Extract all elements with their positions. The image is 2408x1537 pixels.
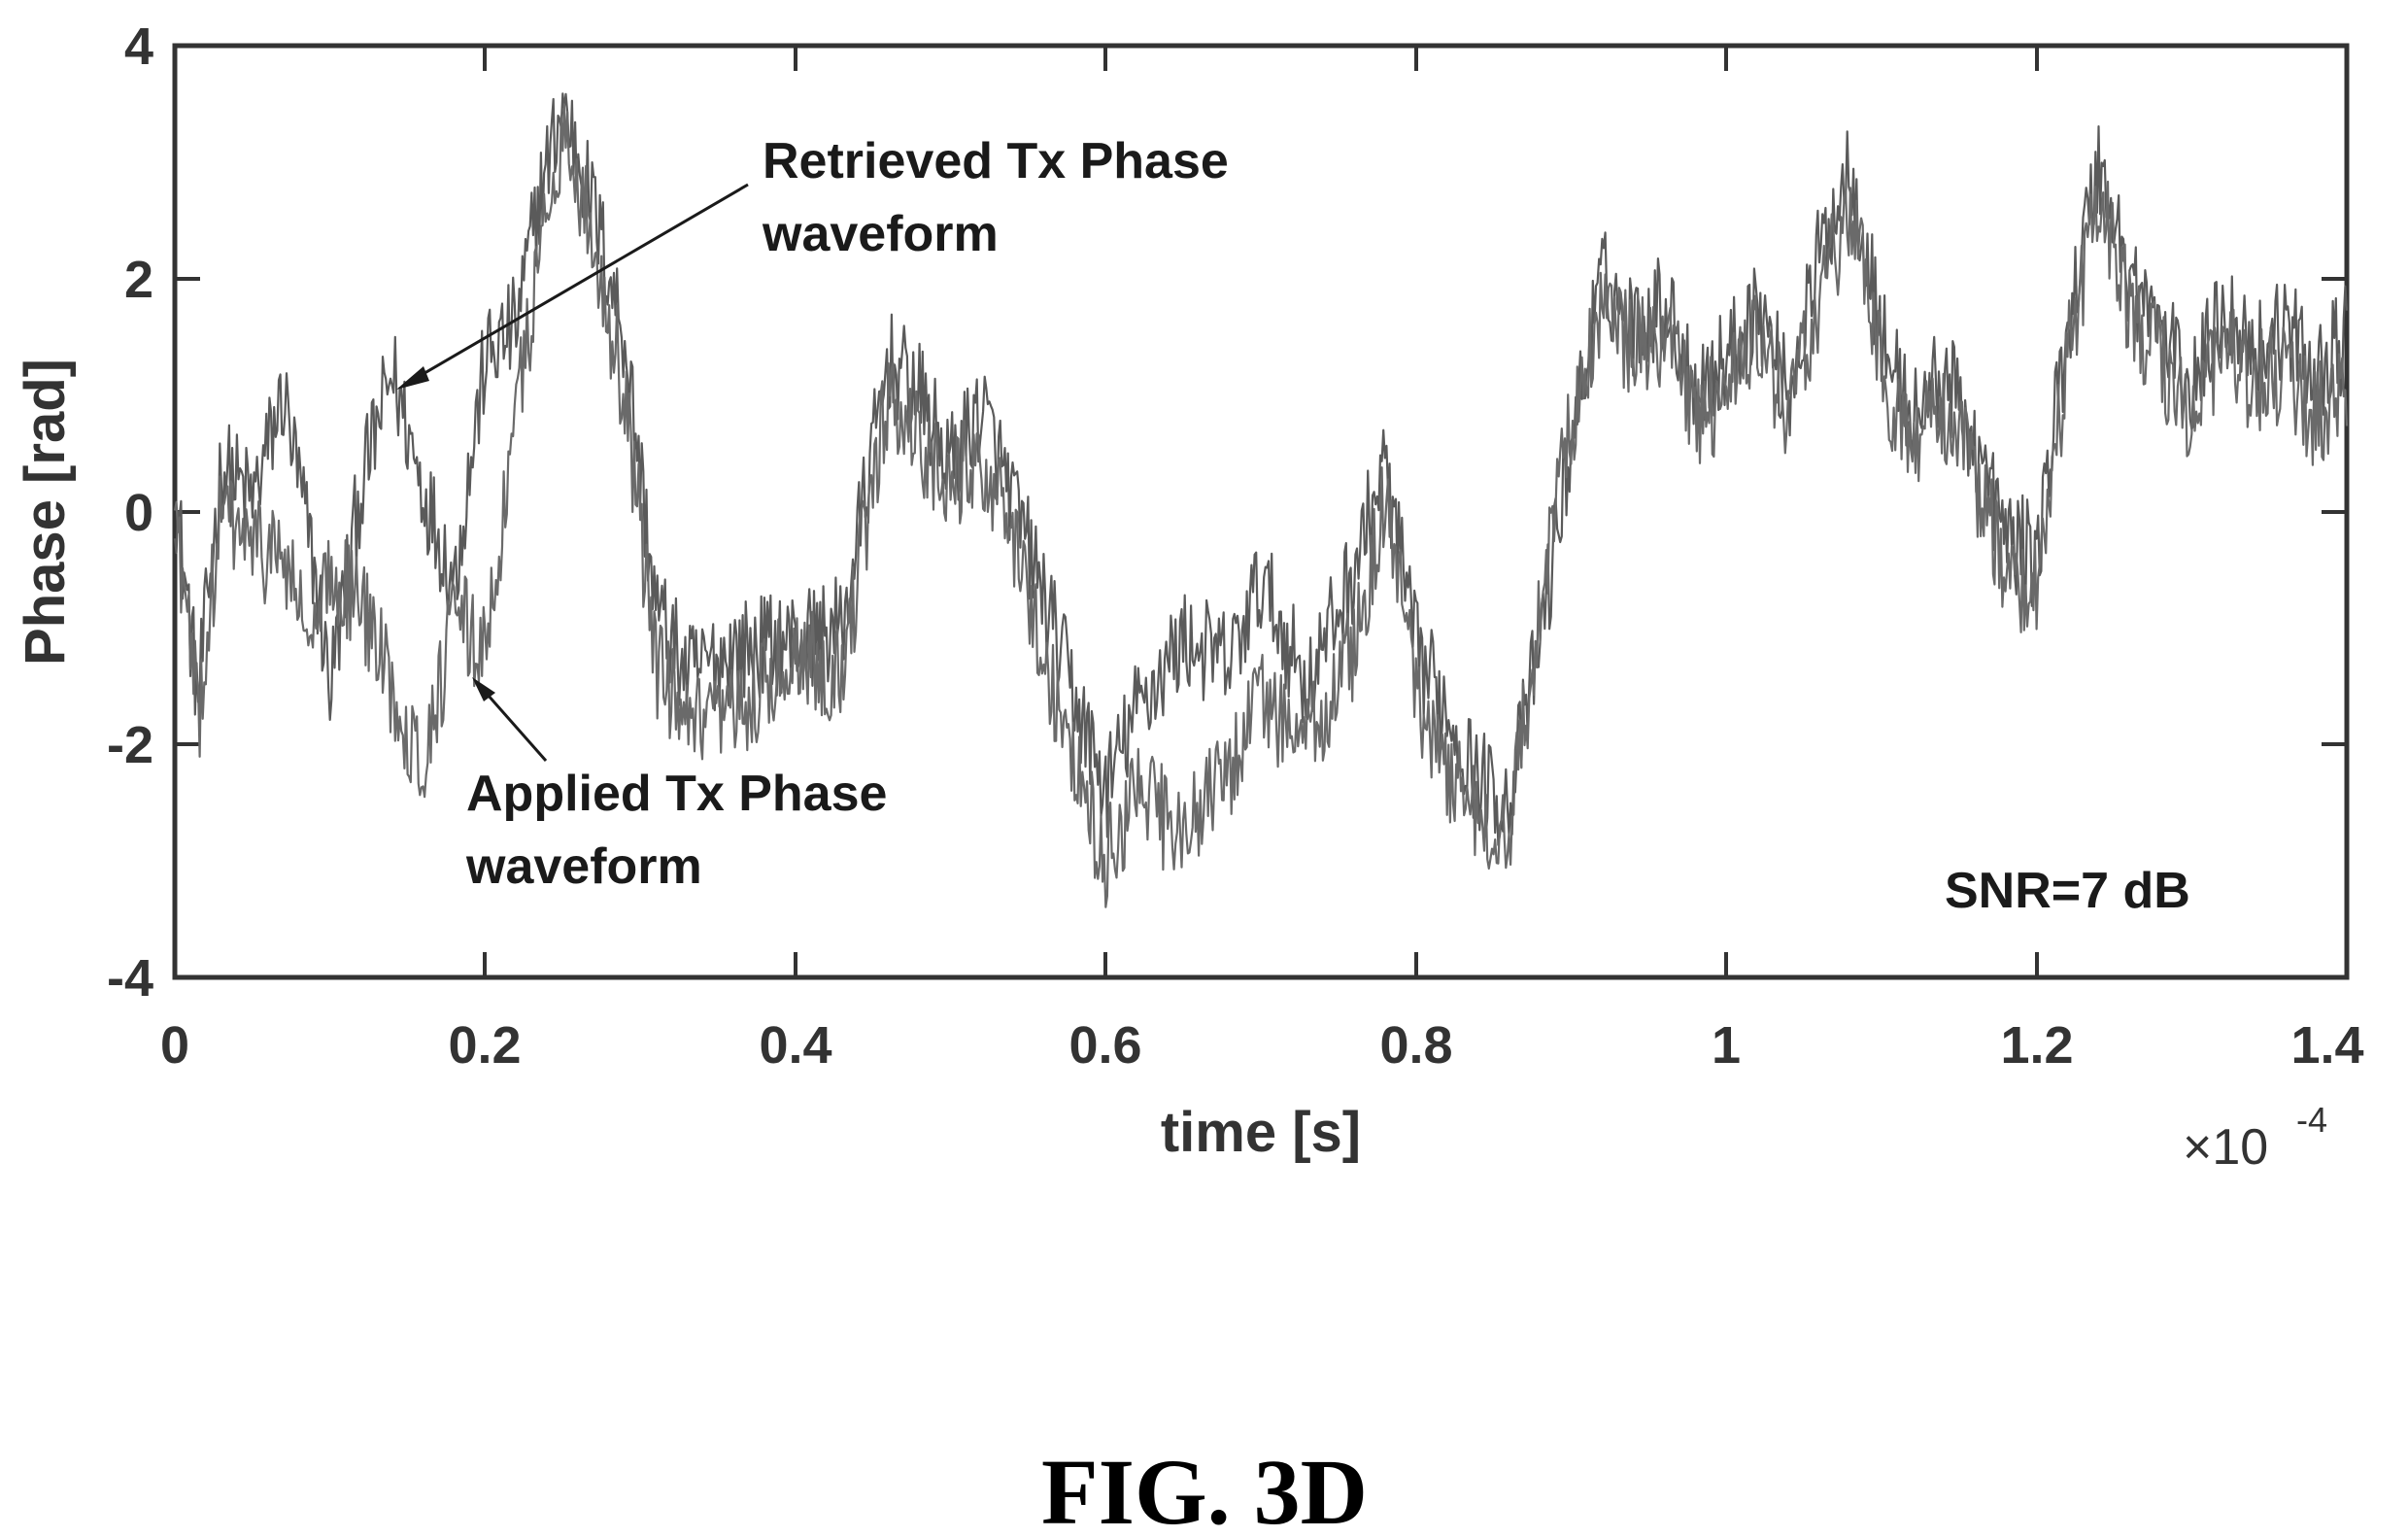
series-line-applied: [173, 103, 2349, 908]
series-line-retrieved: [173, 92, 2349, 846]
x-tick-label: 1.2: [2000, 1016, 2073, 1075]
x-multiplier-exponent: -4: [2296, 1100, 2327, 1140]
x-multiplier: ×10: [2183, 1119, 2268, 1176]
figure-caption: FIG. 3D: [1041, 1440, 1368, 1537]
applied-arrow-head: [472, 677, 495, 701]
applied-annotation-line2: waveform: [465, 838, 702, 895]
y-tick-label: -4: [107, 949, 153, 1008]
x-tick-label: 0: [160, 1016, 189, 1075]
y-axis-label: Phase [rad]: [14, 359, 77, 666]
retrieved-annotation-line1: Retrieved Tx Phase: [763, 133, 1229, 189]
y-axis: 4 2 0 -2 -4 Phase [rad]: [14, 17, 2347, 1008]
y-tick-label: 2: [124, 251, 153, 309]
x-tick-label: 0.4: [759, 1016, 831, 1075]
x-tick-label: 1.4: [2290, 1016, 2363, 1075]
x-axis: 0 0.2 0.4 0.6 0.8 1 1.2 1.4 time [s] ×10…: [160, 46, 2364, 1176]
x-tick-label: 1: [1712, 1016, 1741, 1075]
y-tick-label: 4: [124, 17, 153, 76]
retrieved-arrow-line: [407, 183, 749, 385]
annotations: Retrieved Tx Phase waveform Applied Tx P…: [396, 133, 2190, 919]
x-tick-label: 0.2: [448, 1016, 521, 1075]
applied-annotation-line1: Applied Tx Phase: [466, 766, 887, 822]
series-layer: [173, 92, 2349, 908]
y-tick-label: -2: [107, 716, 153, 774]
retrieved-annotation-line2: waveform: [762, 206, 999, 262]
x-axis-label: time [s]: [1161, 1101, 1361, 1164]
applied-arrow-line: [478, 685, 548, 762]
y-tick-label: 0: [124, 484, 153, 542]
x-tick-label: 0.6: [1068, 1016, 1141, 1075]
retrieved-arrow-head: [396, 366, 429, 390]
snr-label: SNR=7 dB: [1945, 863, 2190, 919]
x-tick-label: 0.8: [1379, 1016, 1452, 1075]
